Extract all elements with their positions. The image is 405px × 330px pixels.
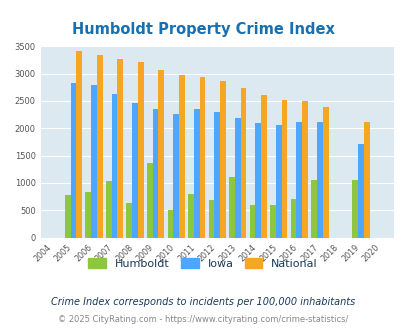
- Bar: [97, 55, 102, 238]
- Bar: [193, 109, 199, 238]
- Bar: [228, 177, 234, 238]
- Bar: [260, 95, 266, 238]
- Bar: [270, 205, 275, 238]
- Bar: [281, 100, 287, 238]
- Bar: [199, 77, 205, 238]
- Bar: [301, 101, 307, 238]
- Bar: [152, 109, 158, 238]
- Bar: [357, 144, 363, 238]
- Bar: [179, 75, 184, 238]
- Bar: [111, 94, 117, 238]
- Bar: [352, 180, 357, 238]
- Legend: Humboldt, Iowa, National: Humboldt, Iowa, National: [83, 254, 322, 273]
- Bar: [240, 88, 246, 238]
- Bar: [147, 163, 152, 238]
- Bar: [220, 81, 225, 238]
- Bar: [214, 112, 220, 238]
- Bar: [188, 194, 193, 238]
- Bar: [275, 125, 281, 238]
- Bar: [249, 205, 255, 238]
- Bar: [158, 70, 164, 238]
- Bar: [173, 114, 179, 238]
- Bar: [106, 181, 111, 238]
- Bar: [322, 108, 328, 238]
- Bar: [316, 122, 322, 238]
- Bar: [363, 122, 369, 238]
- Bar: [76, 50, 82, 238]
- Text: Crime Index corresponds to incidents per 100,000 inhabitants: Crime Index corresponds to incidents per…: [51, 297, 354, 307]
- Bar: [85, 192, 91, 238]
- Bar: [311, 181, 316, 238]
- Text: © 2025 CityRating.com - https://www.cityrating.com/crime-statistics/: © 2025 CityRating.com - https://www.city…: [58, 315, 347, 324]
- Bar: [290, 199, 296, 238]
- Bar: [208, 200, 214, 238]
- Bar: [70, 83, 76, 238]
- Bar: [255, 123, 260, 238]
- Bar: [167, 210, 173, 238]
- Bar: [234, 118, 240, 238]
- Bar: [132, 103, 138, 238]
- Bar: [138, 61, 143, 238]
- Bar: [296, 122, 301, 238]
- Bar: [126, 203, 132, 238]
- Text: Humboldt Property Crime Index: Humboldt Property Crime Index: [71, 22, 334, 37]
- Bar: [65, 195, 70, 238]
- Bar: [117, 59, 123, 238]
- Bar: [91, 85, 97, 238]
